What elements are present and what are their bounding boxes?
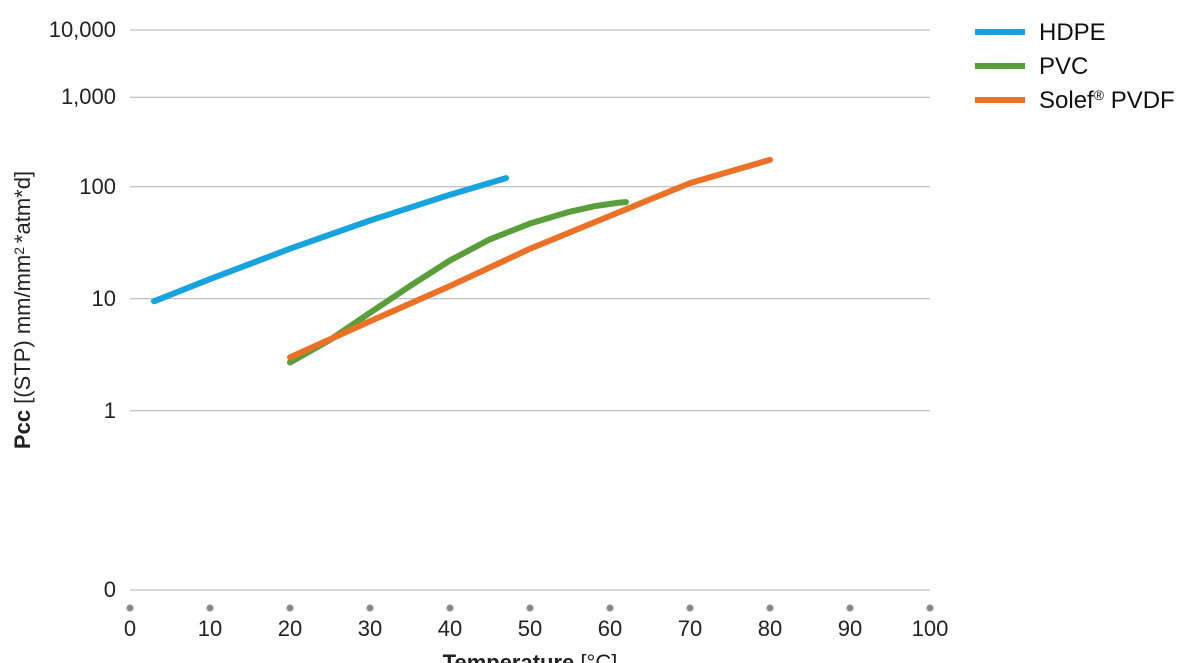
svg-text:100: 100 xyxy=(79,174,116,199)
svg-text:10: 10 xyxy=(198,616,222,641)
svg-text:0: 0 xyxy=(124,616,136,641)
legend-label-pvc: PVC xyxy=(1039,53,1088,80)
svg-text:0: 0 xyxy=(104,577,116,602)
svg-text:30: 30 xyxy=(358,616,382,641)
svg-text:10: 10 xyxy=(92,286,116,311)
legend-label-solef-pvdf: Solef® PVDF xyxy=(1039,87,1175,114)
svg-text:Pcc [(STP) mm/mm2 *atm*d]: Pcc [(STP) mm/mm2 *atm*d] xyxy=(10,171,35,449)
chart-svg: 0 1 10 100 1,000 10,000 0 10 20 30 40 50 60 70 80 90 100… xyxy=(0,0,1198,663)
permeability-chart: 0 1 10 100 1,000 10,000 0 10 20 30 40 50 60 70 80 90 100… xyxy=(0,0,1198,663)
svg-text:70: 70 xyxy=(678,616,702,641)
svg-text:10,000: 10,000 xyxy=(49,17,116,42)
legend-label-hdpe: HDPE xyxy=(1039,19,1106,46)
svg-text:1,000: 1,000 xyxy=(61,84,116,109)
svg-text:100: 100 xyxy=(912,616,949,641)
svg-text:80: 80 xyxy=(758,616,782,641)
svg-text:50: 50 xyxy=(518,616,542,641)
svg-text:Temperature [°C]: Temperature [°C] xyxy=(443,650,618,663)
svg-text:20: 20 xyxy=(278,616,302,641)
svg-text:1: 1 xyxy=(104,398,116,423)
svg-text:40: 40 xyxy=(438,616,462,641)
svg-text:90: 90 xyxy=(838,616,862,641)
svg-text:60: 60 xyxy=(598,616,622,641)
